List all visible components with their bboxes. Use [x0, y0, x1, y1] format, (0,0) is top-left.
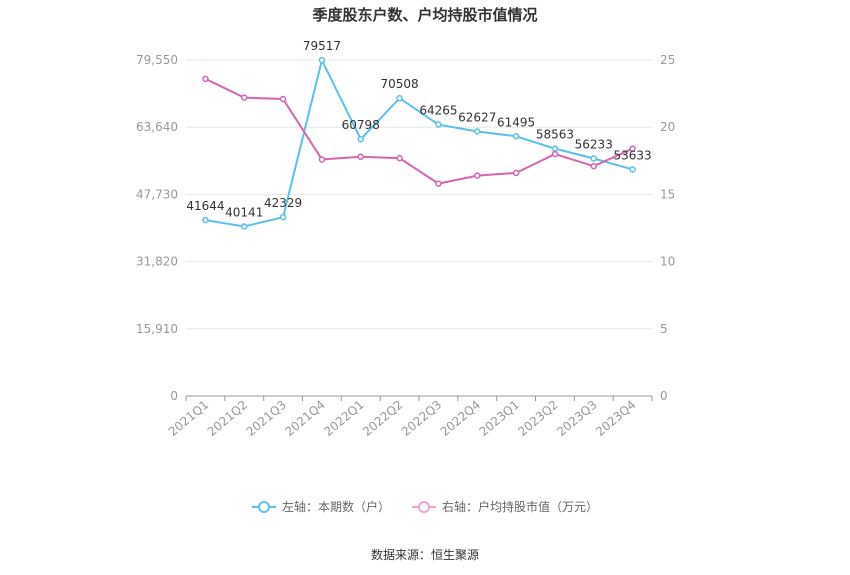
holders-data-label: 53633 — [613, 148, 651, 162]
holders-data-label: 41644 — [186, 199, 224, 213]
x-axis-tick-label: 2023Q2 — [515, 398, 560, 439]
legend-right-marker — [412, 500, 436, 514]
market-value-data-point — [241, 94, 248, 101]
legend-right-label: 右轴：户均持股市值（万元） — [442, 500, 599, 514]
holders-data-point — [512, 133, 520, 140]
right-axis-tick-label: 15 — [660, 187, 675, 201]
holders-data-point — [629, 166, 636, 173]
holders-data-point — [357, 135, 364, 143]
legend-item-left[interactable]: 左轴：本期数（户） — [251, 498, 390, 515]
x-axis-tick-label: 2023Q4 — [593, 398, 638, 439]
chart-title: 季度股东户数、户均持股市值情况 — [312, 6, 538, 24]
market-value-data-point — [202, 75, 209, 83]
holders-data-point — [318, 56, 326, 64]
holders-data-label: 70508 — [380, 77, 418, 91]
left-axis-tick-label: 47,730 — [136, 187, 178, 201]
left-axis-tick-label: 0 — [170, 389, 178, 403]
right-axis-tick-label: 10 — [660, 255, 675, 269]
x-axis-tick-label: 2023Q3 — [554, 398, 599, 439]
x-axis-tick-label: 2021Q1 — [166, 398, 211, 439]
left-axis-tick-label: 15,910 — [136, 322, 178, 336]
holders-data-point — [241, 223, 248, 230]
x-axis-tick-label: 2022Q3 — [399, 398, 444, 439]
market-value-data-point — [279, 95, 287, 103]
holders-data-label: 79517 — [303, 39, 341, 53]
market-value-data-point — [551, 150, 559, 158]
holders-data-label: 56233 — [575, 137, 613, 151]
market-value-data-point — [474, 172, 481, 179]
right-axis-tick-label: 5 — [660, 322, 668, 336]
legend-item-right[interactable]: 右轴：户均持股市值（万元） — [412, 498, 598, 515]
holders-data-label: 62627 — [458, 110, 496, 124]
legend-left-label: 左轴：本期数（户） — [281, 500, 390, 514]
holders-data-point — [590, 155, 597, 162]
market-value-data-point — [512, 169, 520, 177]
holders-data-point — [474, 128, 481, 135]
holders-data-label: 42329 — [264, 196, 302, 210]
right-axis-tick-label: 20 — [660, 120, 675, 134]
x-axis-tick-label: 2023Q1 — [477, 398, 522, 439]
market-value-data-point — [318, 156, 326, 163]
market-value-data-point — [396, 154, 403, 162]
data-source: 数据来源：恒生聚源 — [370, 548, 479, 562]
right-axis-tick-label: 25 — [660, 53, 675, 67]
left-axis-tick-label: 31,820 — [136, 255, 178, 269]
x-axis-tick-label: 2022Q4 — [438, 398, 483, 439]
holders-data-label: 61495 — [497, 115, 535, 129]
legend-left-marker — [251, 500, 276, 514]
holders-data-point — [435, 121, 442, 128]
series-line-holders — [205, 57, 633, 228]
x-axis-tick-label: 2021Q3 — [244, 398, 289, 439]
holders-data-point — [202, 216, 209, 224]
chart-plot: 0 0 15,910 5 31,820 10 47,730 15 63,640 20 79,550 2… — [136, 39, 675, 439]
left-axis-tick-label: 63,640 — [136, 120, 178, 134]
x-axis-tick-label: 2021Q4 — [282, 398, 327, 439]
x-axis-tick-label: 2022Q1 — [321, 398, 366, 439]
holders-data-point — [279, 213, 287, 221]
market-value-data-point — [590, 162, 597, 170]
holders-data-point — [396, 94, 403, 102]
chart-legend: 左轴：本期数（户） 右轴：户均持股市值（万元） — [0, 498, 850, 515]
market-value-data-point — [629, 145, 636, 152]
series-line-market-value — [204, 77, 633, 185]
x-axis-tick-label: 2022Q2 — [360, 398, 405, 439]
x-axis-tick-label: 2021Q2 — [205, 398, 250, 439]
right-axis-tick-label: 0 — [660, 389, 668, 403]
holders-data-label: 58563 — [536, 128, 574, 142]
holders-data-label: 40141 — [225, 205, 263, 219]
market-value-data-point — [435, 180, 442, 187]
holders-data-label: 60798 — [342, 118, 380, 132]
left-axis-tick-label: 79,550 — [136, 53, 178, 67]
market-value-data-point — [357, 153, 364, 161]
holders-data-label: 64265 — [419, 104, 457, 118]
holders-data-point — [551, 145, 559, 152]
